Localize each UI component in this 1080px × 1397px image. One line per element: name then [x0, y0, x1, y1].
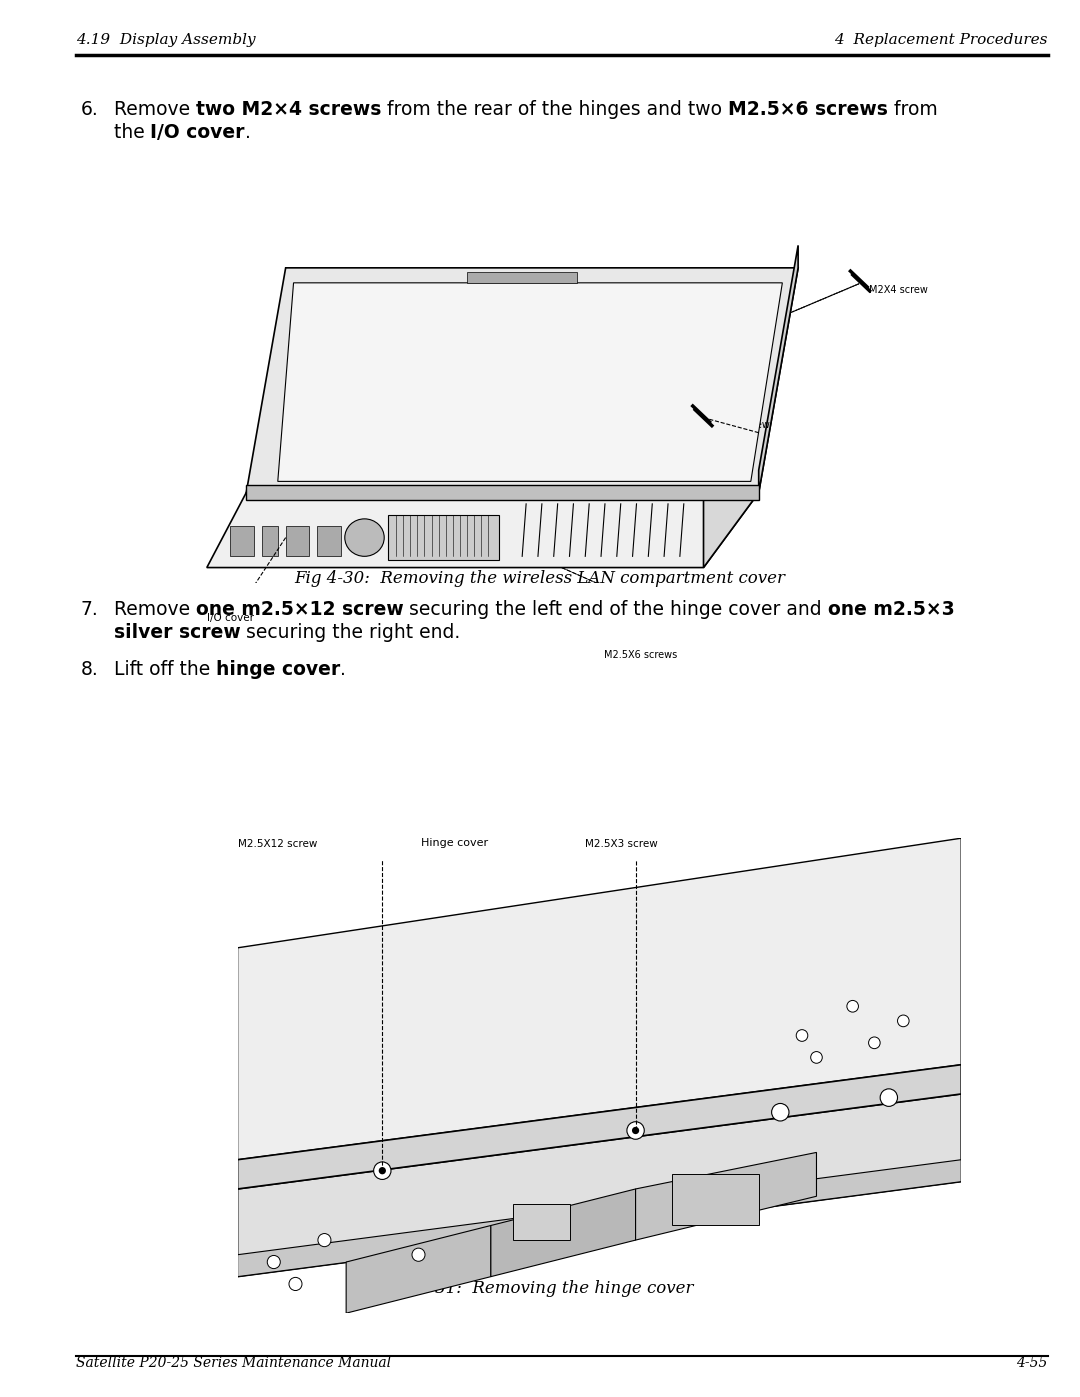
Text: M2X4 screw: M2X4 screw: [712, 420, 770, 430]
Text: one m2.5×3: one m2.5×3: [828, 599, 955, 619]
Text: securing the right end.: securing the right end.: [241, 623, 460, 643]
Circle shape: [632, 1127, 639, 1134]
Text: Hinge cover: Hinge cover: [421, 838, 488, 848]
Text: M2.5×6 screws: M2.5×6 screws: [728, 101, 888, 119]
Text: Lift off the: Lift off the: [113, 659, 216, 679]
Polygon shape: [467, 271, 578, 282]
Bar: [513, 1204, 570, 1241]
Text: Fig 4-30:  Removing the wireless LAN compartment cover: Fig 4-30: Removing the wireless LAN comp…: [295, 570, 785, 587]
Circle shape: [796, 1030, 808, 1041]
Polygon shape: [703, 358, 759, 567]
Circle shape: [897, 1016, 909, 1027]
Polygon shape: [490, 1189, 635, 1277]
Circle shape: [847, 1000, 859, 1011]
Circle shape: [318, 1234, 330, 1246]
Text: 4  Replacement Procedures: 4 Replacement Procedures: [834, 34, 1048, 47]
Polygon shape: [207, 493, 759, 567]
Circle shape: [267, 1256, 281, 1268]
Text: .: .: [245, 123, 251, 142]
Text: securing the left end of the hinge cover and: securing the left end of the hinge cover…: [404, 599, 828, 619]
Polygon shape: [238, 838, 961, 1160]
Circle shape: [771, 1104, 789, 1120]
Bar: [230, 527, 254, 556]
Bar: [285, 527, 309, 556]
Polygon shape: [759, 246, 798, 493]
Circle shape: [868, 1037, 880, 1049]
Circle shape: [811, 1052, 822, 1063]
Text: I/O cover: I/O cover: [207, 612, 254, 623]
Polygon shape: [238, 1094, 961, 1277]
Text: Remove: Remove: [113, 101, 195, 119]
Bar: [262, 527, 278, 556]
Polygon shape: [238, 1160, 961, 1277]
Text: I/O cover: I/O cover: [150, 123, 245, 142]
Text: Fig 4-31:  Removing the hinge cover: Fig 4-31: Removing the hinge cover: [387, 1280, 693, 1296]
Text: M2.5X3 screw: M2.5X3 screw: [585, 840, 658, 849]
Text: 6.: 6.: [81, 101, 98, 119]
Text: Satellite P20-25 Series Maintenance Manual: Satellite P20-25 Series Maintenance Manu…: [76, 1356, 391, 1370]
Polygon shape: [278, 282, 782, 482]
Text: silver screw: silver screw: [113, 623, 241, 643]
Circle shape: [379, 1166, 386, 1175]
Polygon shape: [246, 268, 798, 493]
Text: the: the: [113, 123, 150, 142]
Text: 8.: 8.: [81, 659, 98, 679]
Text: from: from: [888, 101, 937, 119]
Circle shape: [345, 518, 384, 556]
Text: one m2.5×12 screw: one m2.5×12 screw: [195, 599, 404, 619]
Circle shape: [289, 1277, 302, 1291]
Circle shape: [374, 1162, 391, 1179]
Polygon shape: [246, 485, 759, 500]
Text: 4.19  Display Assembly: 4.19 Display Assembly: [76, 34, 255, 47]
Polygon shape: [635, 1153, 816, 1241]
Bar: [388, 515, 499, 560]
Text: M2.5X12 screw: M2.5X12 screw: [238, 840, 316, 849]
Text: 4-55: 4-55: [1016, 1356, 1048, 1370]
Text: from the rear of the hinges and two: from the rear of the hinges and two: [381, 101, 728, 119]
Text: M2X4 screw: M2X4 screw: [869, 285, 928, 295]
Bar: [318, 527, 341, 556]
Circle shape: [411, 1248, 426, 1261]
Text: M2.5X6 screws: M2.5X6 screws: [604, 650, 677, 659]
Polygon shape: [346, 1225, 490, 1313]
Polygon shape: [238, 1065, 961, 1189]
Circle shape: [626, 1122, 645, 1140]
Circle shape: [880, 1088, 897, 1106]
Text: hinge cover: hinge cover: [216, 659, 340, 679]
Text: two M2×4 screws: two M2×4 screws: [195, 101, 381, 119]
Text: Remove: Remove: [113, 599, 195, 619]
Bar: [672, 1175, 758, 1225]
Text: .: .: [340, 659, 346, 679]
Text: 7.: 7.: [81, 599, 98, 619]
